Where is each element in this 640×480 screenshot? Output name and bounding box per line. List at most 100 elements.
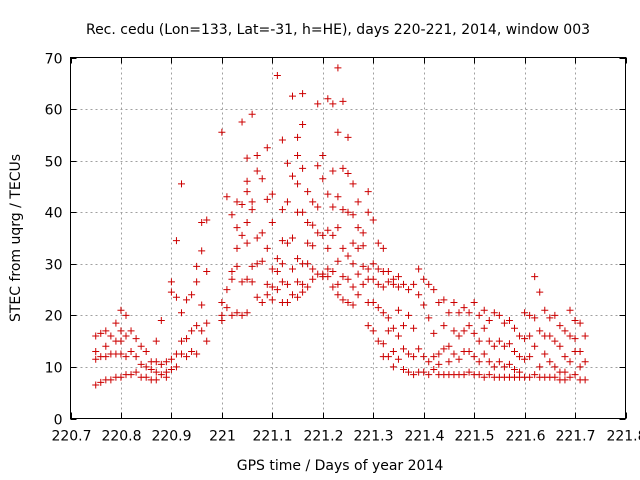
data-point	[253, 151, 261, 159]
data-point	[410, 324, 418, 332]
data-point	[526, 311, 534, 319]
data-point	[268, 190, 276, 198]
x-tick-label: 221.4	[404, 429, 444, 445]
data-point	[470, 329, 478, 337]
data-point	[198, 301, 206, 309]
data-point	[278, 237, 286, 245]
data-point	[152, 376, 160, 384]
data-point	[319, 231, 327, 239]
data-point	[198, 247, 206, 255]
data-point	[516, 332, 524, 340]
data-point	[339, 296, 347, 304]
data-point	[354, 270, 362, 278]
data-point	[505, 360, 513, 368]
data-point	[505, 317, 513, 325]
data-point	[127, 327, 135, 335]
data-point	[581, 358, 589, 366]
x-tick-label: 221.6	[505, 429, 545, 445]
data-point	[92, 347, 100, 355]
data-point	[102, 353, 110, 361]
data-point	[203, 319, 211, 327]
data-point	[364, 208, 372, 216]
data-point	[541, 350, 549, 358]
data-point	[405, 286, 413, 294]
data-point	[243, 188, 251, 196]
data-point	[526, 332, 534, 340]
data-point	[561, 327, 569, 335]
x-tick-label: 220.8	[101, 429, 141, 445]
data-point	[268, 296, 276, 304]
data-point	[571, 371, 579, 379]
data-point	[495, 311, 503, 319]
x-tick-label: 220.9	[151, 429, 191, 445]
data-point	[455, 332, 463, 340]
data-point	[253, 167, 261, 175]
data-point	[551, 363, 559, 371]
data-point	[450, 350, 458, 358]
data-point	[324, 190, 332, 198]
data-point	[400, 280, 407, 288]
data-point	[309, 242, 317, 250]
data-point	[324, 226, 332, 234]
data-point	[339, 206, 347, 214]
data-point	[410, 280, 418, 288]
data-point	[415, 265, 423, 273]
data-point	[117, 337, 125, 345]
data-point	[238, 278, 246, 286]
data-point	[566, 373, 574, 381]
data-point	[389, 347, 397, 355]
data-point	[440, 296, 448, 304]
data-point	[273, 268, 281, 276]
data-point	[248, 262, 256, 270]
data-point	[460, 327, 468, 335]
data-point	[394, 283, 402, 291]
data-point	[102, 327, 110, 335]
data-point	[551, 311, 559, 319]
data-point	[263, 244, 271, 252]
data-point	[152, 337, 160, 345]
data-point	[238, 231, 246, 239]
data-point	[309, 221, 317, 229]
data-point	[339, 244, 347, 252]
data-points	[92, 64, 589, 389]
data-point	[430, 353, 438, 361]
data-point	[167, 288, 175, 296]
data-point	[420, 353, 428, 361]
data-point	[162, 373, 170, 381]
data-point	[127, 371, 135, 379]
data-point	[465, 368, 473, 376]
data-point	[455, 355, 463, 363]
data-point	[364, 188, 372, 196]
data-point	[384, 314, 392, 322]
data-point	[238, 311, 246, 319]
data-point	[405, 350, 413, 358]
data-point	[198, 327, 206, 335]
data-point	[349, 180, 357, 188]
data-point	[283, 159, 291, 167]
data-point	[359, 229, 367, 237]
data-point	[490, 363, 498, 371]
data-point	[420, 368, 428, 376]
data-point	[480, 373, 488, 381]
data-point	[172, 237, 180, 245]
data-point	[455, 309, 463, 317]
data-point	[349, 301, 357, 309]
data-point	[490, 342, 498, 350]
data-point	[369, 327, 377, 335]
data-point	[183, 296, 191, 304]
data-point	[435, 360, 443, 368]
data-point	[142, 373, 150, 381]
data-point	[329, 283, 337, 291]
data-point	[228, 268, 236, 276]
data-point	[107, 376, 115, 384]
data-point	[485, 358, 493, 366]
data-point	[460, 371, 468, 379]
data-point	[309, 198, 317, 206]
data-point	[283, 280, 291, 288]
data-point	[505, 340, 513, 348]
data-point	[304, 239, 312, 247]
data-point	[445, 342, 453, 350]
data-point	[576, 363, 584, 371]
data-point	[334, 291, 342, 299]
data-point	[480, 324, 488, 332]
